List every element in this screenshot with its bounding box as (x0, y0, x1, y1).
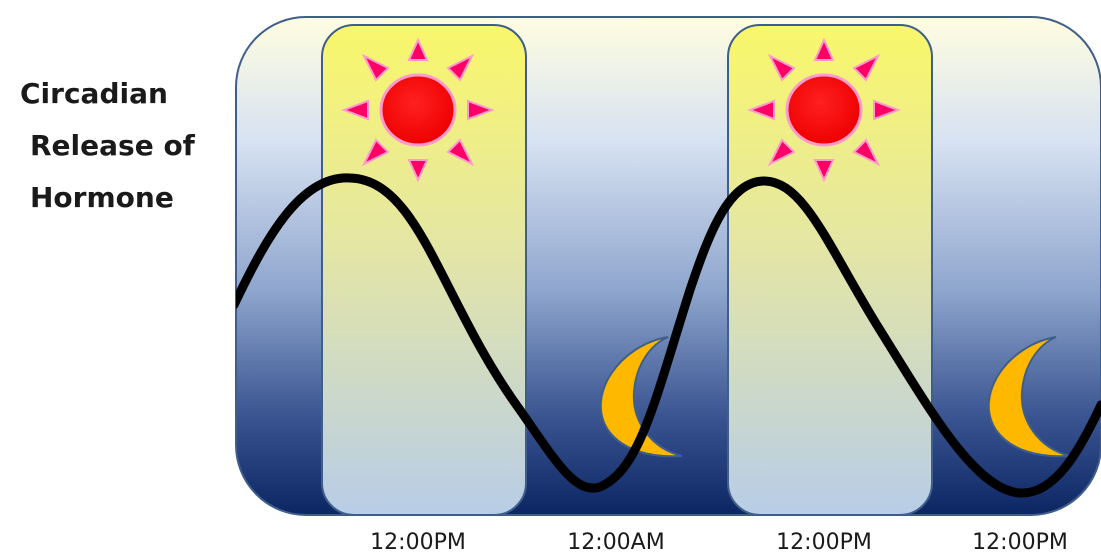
y-axis-label-line-1: Circadian (20, 77, 168, 110)
x-tick-label: 12:00AM (567, 530, 665, 555)
y-axis-label-line-2: Release of (30, 129, 195, 162)
y-axis-label: Circadian Release of Hormone (20, 68, 220, 224)
moon-icon (599, 336, 683, 458)
x-tick-label: 12:00PM (776, 530, 872, 555)
sun-icon (747, 37, 901, 183)
x-tick-label: 12:00PM (370, 530, 466, 555)
y-axis-label-line-3: Hormone (30, 181, 174, 214)
sun-icon (341, 37, 495, 183)
moon-icon (987, 336, 1071, 458)
hormone-curve (236, 173, 1101, 498)
x-tick-label: 12:00PM (972, 530, 1068, 555)
